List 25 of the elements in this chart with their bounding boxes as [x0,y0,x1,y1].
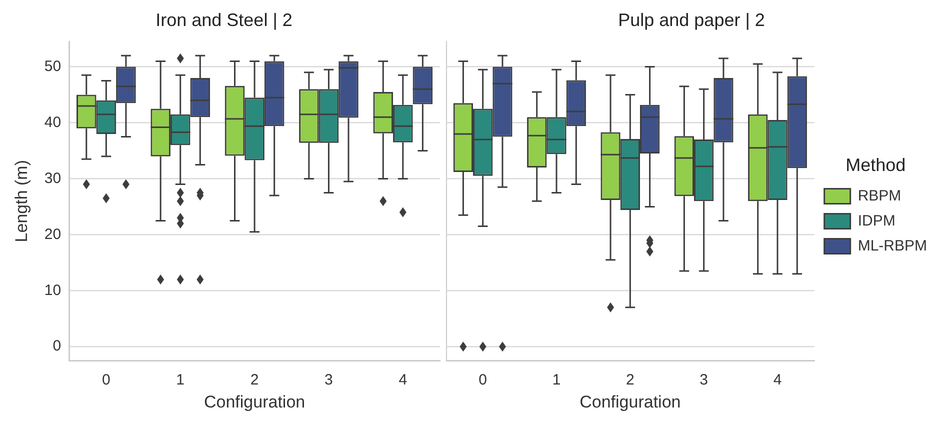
chart-title: Iron and Steel | 2 [156,10,292,30]
y-tick-label: 30 [44,170,62,187]
x-tick-label: 2 [626,372,634,389]
x-tick-label: 4 [773,372,782,389]
y-tick-label: 40 [44,114,62,131]
legend-label: IDPM [858,212,896,230]
x-tick-label: 0 [478,372,488,389]
x-tick-label: 1 [176,372,185,389]
y-tick-label: 10 [44,282,62,299]
legend-label: ML-RBPM [858,237,927,254]
legend-title: Method [846,155,906,176]
y-tick-label: 20 [44,226,62,243]
x-axis-title: Configuration [204,392,306,412]
x-tick-label: 3 [700,372,708,389]
x-tick-label: 1 [552,372,561,389]
x-axis-title: Configuration [580,392,681,412]
y-tick-label: 50 [44,58,62,75]
y-tick-label: 0 [52,338,62,355]
y-axis-title: Length (m) [12,160,31,242]
x-tick-label: 4 [398,372,408,389]
chart-title: Pulp and paper | 2 [618,10,765,30]
x-tick-label: 2 [250,372,259,389]
x-tick-label: 0 [102,372,110,389]
legend-label: RBPM [858,187,902,204]
x-tick-label: 3 [324,372,333,389]
